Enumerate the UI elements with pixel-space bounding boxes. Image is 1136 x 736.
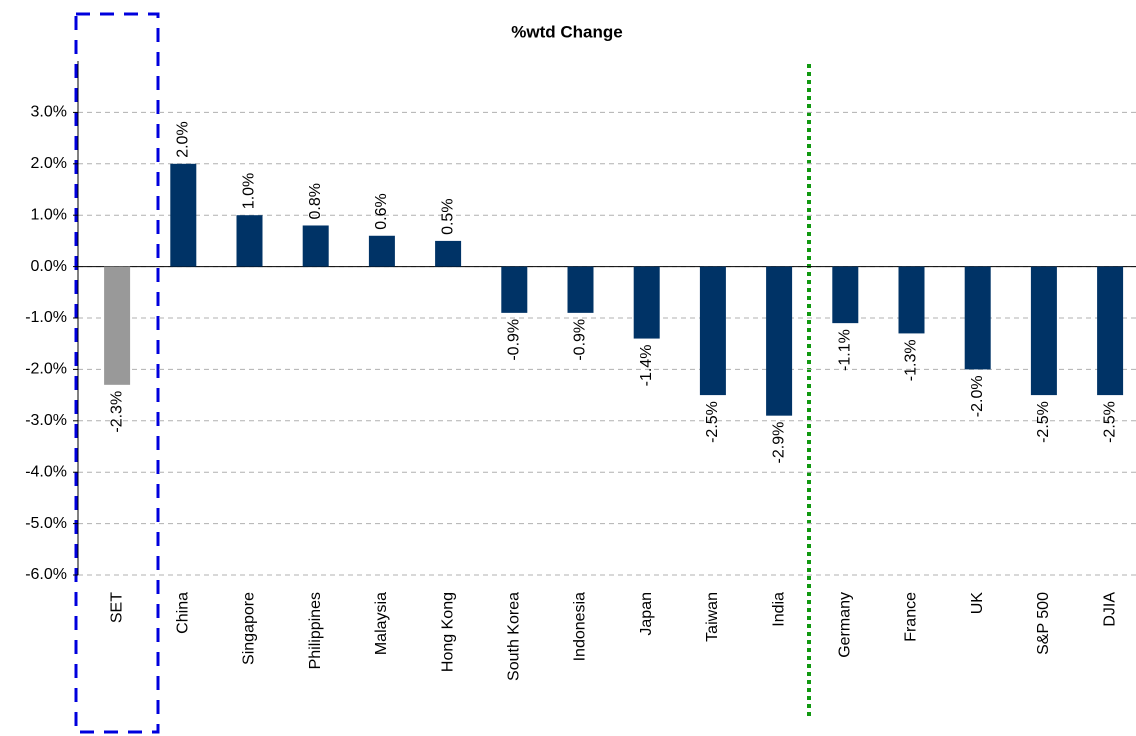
value-label: -1.4% (638, 345, 655, 387)
x-tick-label: Taiwan (704, 592, 721, 642)
x-tick-label: Hong Kong (439, 592, 456, 672)
bar (368, 235, 395, 267)
value-label: 0.5% (439, 198, 456, 234)
value-label: -1.3% (903, 339, 920, 381)
bar (832, 266, 859, 324)
y-tick-label: 0.0% (31, 258, 67, 275)
highlight-box (74, 12, 160, 734)
x-tick-label: South Korea (506, 592, 523, 681)
bar (766, 266, 793, 416)
x-tick-label: SET (108, 592, 125, 623)
value-label: 0.8% (307, 183, 324, 219)
bar (1030, 266, 1057, 396)
x-tick-label: India (770, 592, 787, 627)
x-tick-label: DJIA (1101, 592, 1118, 627)
x-tick-label: Germany (837, 592, 854, 658)
x-tick-label: China (175, 592, 192, 634)
bar (170, 163, 197, 267)
value-label: -0.9% (572, 319, 589, 361)
y-tick-label: -1.0% (25, 309, 67, 326)
value-label: 1.0% (241, 173, 258, 209)
y-tick-label: -3.0% (25, 412, 67, 429)
value-label: 0.6% (373, 193, 390, 229)
chart-title: %wtd Change (511, 22, 622, 41)
x-tick-label: Japan (638, 592, 655, 636)
bar (898, 266, 925, 334)
y-tick-label: -4.0% (25, 463, 67, 480)
value-label: -2.5% (1101, 401, 1118, 443)
bar (435, 240, 462, 267)
x-tick-label: Malaysia (373, 592, 390, 655)
bar (567, 266, 594, 313)
value-label: -2.5% (704, 401, 721, 443)
value-label: -2.9% (770, 422, 787, 464)
value-label: -2.3% (108, 391, 125, 433)
y-tick-label: 2.0% (31, 155, 67, 172)
value-label: -0.9% (506, 319, 523, 361)
y-tick-label: 3.0% (31, 104, 67, 121)
x-tick-label: Philippines (307, 592, 324, 669)
x-tick-label: Indonesia (572, 592, 589, 661)
value-label: -2.0% (969, 375, 986, 417)
y-tick-label: -5.0% (25, 515, 67, 532)
y-tick-label: -6.0% (25, 566, 67, 583)
bar (633, 266, 660, 339)
bar (1097, 266, 1124, 396)
bar (501, 266, 528, 313)
bar (964, 266, 991, 370)
x-tick-label: S&P 500 (1035, 592, 1052, 655)
value-label: -2.5% (1035, 401, 1052, 443)
x-tick-label: France (903, 592, 920, 642)
value-label: 2.0% (175, 121, 192, 157)
y-tick-label: -2.0% (25, 361, 67, 378)
bar (302, 225, 329, 267)
y-tick-label: 1.0% (31, 206, 67, 223)
bar (104, 266, 131, 385)
x-tick-label: Singapore (241, 592, 258, 665)
value-label: -1.1% (837, 329, 854, 371)
bar (699, 266, 726, 396)
bar (236, 215, 263, 267)
x-tick-label: UK (969, 592, 986, 615)
